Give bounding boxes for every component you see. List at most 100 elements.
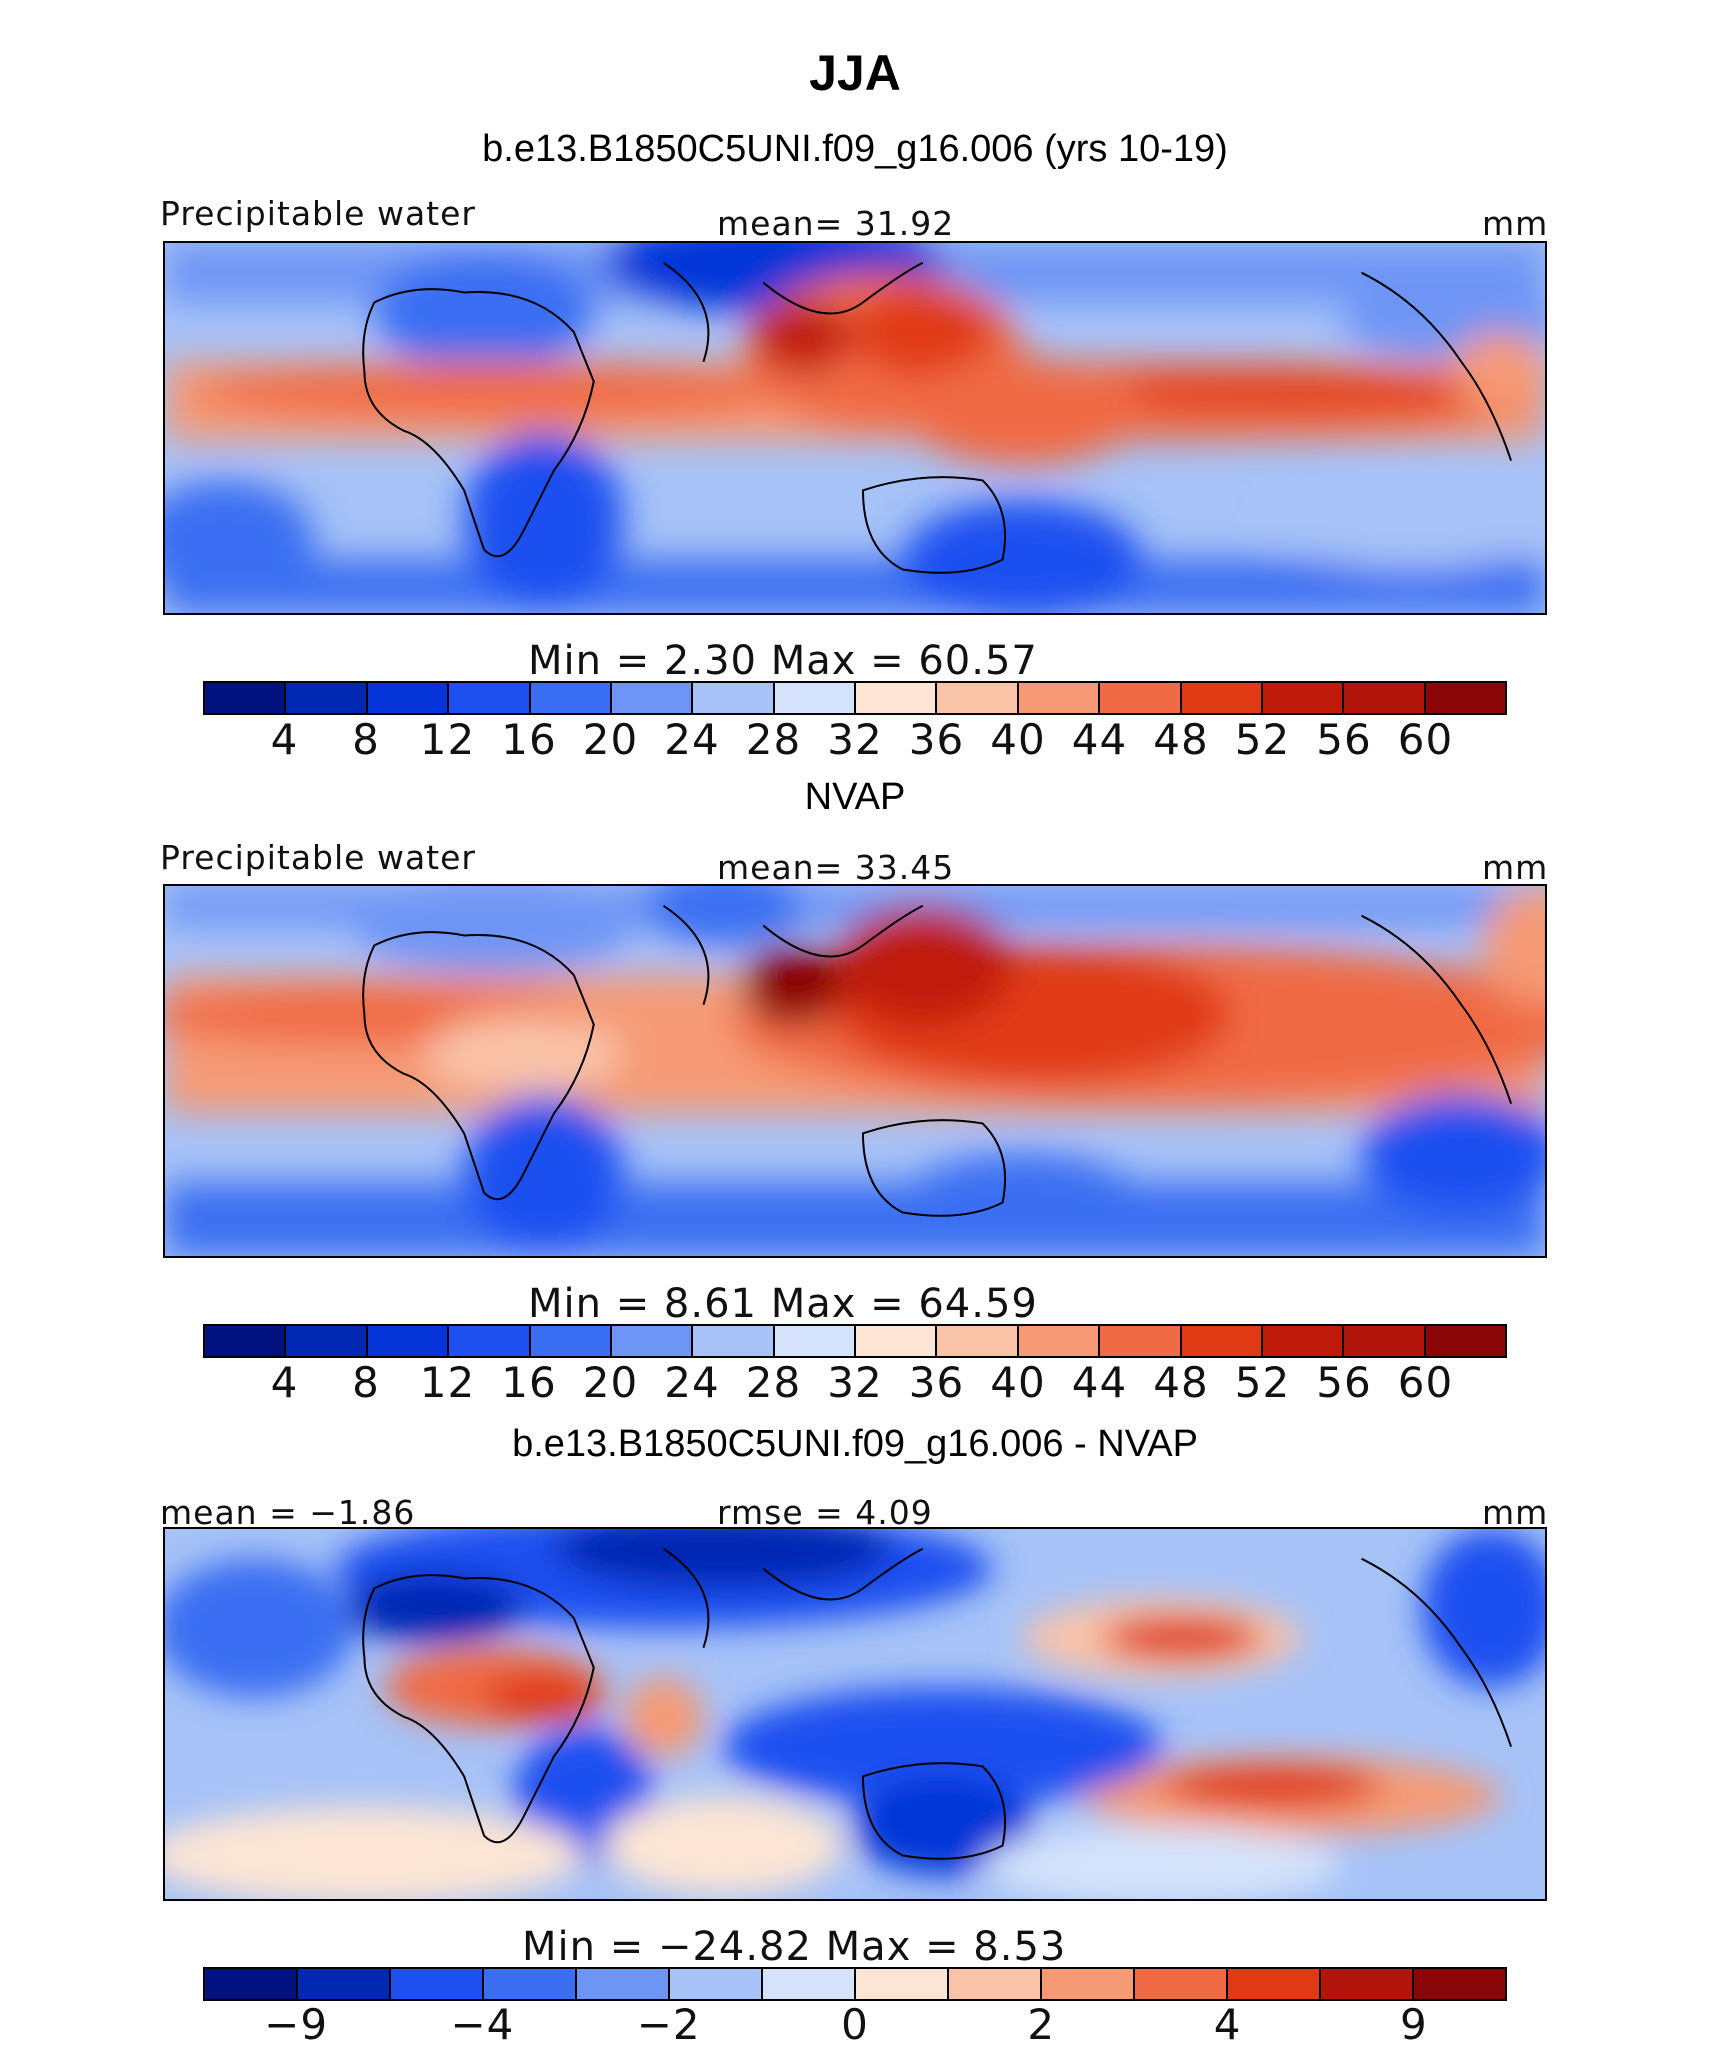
panel-2-variable-label: Precipitable water [160,838,476,877]
colorbar-tick-label: 0 [841,2000,869,2049]
colorbar-tick-label: 36 [908,715,965,764]
panel-1-coastlines [362,261,1513,574]
panel-2-min-max: Min = 8.61 Max = 64.59 [528,1281,1038,1327]
panel-3-map [163,1527,1547,1901]
colorbar-swatch [949,1969,1042,1999]
panel-1-title: b.e13.B1850C5UNI.f09_g16.006 (yrs 10-19) [482,128,1228,170]
colorbar-tick-label: 44 [1071,1358,1128,1407]
colorbar-swatch [286,683,368,713]
colorbar-tick-label: 20 [582,1358,639,1407]
colorbar-swatch [1262,683,1345,713]
colorbar-tick-label: 20 [582,715,639,764]
panel-3-coastlines [362,1547,1513,1860]
panel-1-min-max: Min = 2.30 Max = 60.57 [528,638,1038,684]
colorbar-tick-label: 48 [1153,1358,1209,1407]
panel-1-mean-label: mean= 31.92 [717,204,955,243]
colorbar-swatch [937,683,1019,713]
colorbar-swatch [670,1969,763,1999]
colorbar-swatch [367,1326,450,1356]
colorbar-tick-label: 16 [501,715,557,764]
panel-2-units-label: mm [1482,848,1549,887]
colorbar-swatch [577,1969,670,1999]
colorbar-swatch [763,1969,856,1999]
colorbar-swatch [1018,1326,1101,1356]
colorbar-tick-label: 56 [1316,1358,1372,1407]
panel-3-map-svg [165,1529,1545,1899]
colorbar-swatch [1228,1969,1321,1999]
panel-3-units-label: mm [1482,1493,1549,1532]
colorbar-tick-label: 52 [1234,715,1291,764]
panel-1-map-svg [165,243,1545,613]
colorbar-swatch [611,683,694,713]
colorbar-tick-label: 12 [419,715,476,764]
colorbar-tick-label: 24 [664,715,720,764]
colorbar-tick-label: 12 [419,1358,476,1407]
colorbar-tick-label: 16 [501,1358,557,1407]
colorbar-swatch [449,683,531,713]
colorbar-swatch [937,1326,1019,1356]
panel-2-map [163,884,1547,1258]
colorbar-tick-label: 8 [352,1358,380,1407]
colorbar-tick-label: 60 [1397,1358,1454,1407]
colorbar-tick-label: −2 [636,2000,701,2049]
colorbar-swatch [1344,1326,1426,1356]
colorbar-swatch [205,683,287,713]
panel-1-map [163,241,1547,615]
colorbar-swatch [530,1326,612,1356]
colorbar-tick-label: 40 [990,1358,1046,1407]
colorbar-tick-label: 28 [745,715,802,764]
colorbar-swatch [1321,1969,1414,1999]
colorbar-tick-label: 8 [352,715,380,764]
panel-3-colorbar [203,1967,1507,2001]
colorbar-swatch [856,1969,949,1999]
panel-3-mean-label: mean = −1.86 [160,1493,416,1532]
colorbar-swatch [1018,683,1101,713]
colorbar-swatch [1262,1326,1345,1356]
colorbar-swatch [1414,1969,1505,1999]
colorbar-tick-label: 4 [1213,2000,1242,2049]
colorbar-swatch [1135,1969,1228,1999]
colorbar-swatch [693,1326,775,1356]
colorbar-swatch [286,1326,368,1356]
colorbar-tick-label: 32 [827,1358,883,1407]
colorbar-tick-label: 52 [1234,1358,1291,1407]
colorbar-swatch [298,1969,391,1999]
colorbar-swatch [484,1969,577,1999]
colorbar-tick-label: 28 [745,1358,802,1407]
colorbar-tick-label: 36 [908,1358,965,1407]
panel-2-map-svg [165,886,1545,1256]
colorbar-swatch [1181,683,1263,713]
colorbar-tick-label: 4 [270,715,299,764]
colorbar-tick-label: 9 [1399,2000,1428,2049]
colorbar-swatch [693,683,775,713]
panel-3-rmse-label: rmse = 4.09 [717,1493,933,1532]
panel-3-min-max: Min = −24.82 Max = 8.53 [522,1924,1067,1970]
panel-2-colorbar-ticks: 4 8 12 16 20 24 28 32 36 40 44 48 52 56 60 [0,1358,1710,1408]
colorbar-swatch [205,1326,287,1356]
colorbar-swatch [1100,1326,1182,1356]
colorbar-tick-label: 32 [827,715,883,764]
panel-2-coastlines [362,904,1513,1217]
colorbar-swatch [611,1326,694,1356]
panel-1-colorbar-ticks: 4 8 12 16 20 24 28 32 36 40 44 48 52 56 60 [0,715,1710,765]
colorbar-tick-label: 60 [1397,715,1454,764]
panel-3-colorbar-ticks: −9 −4 −2 0 2 4 9 [0,2000,1710,2049]
colorbar-swatch [367,683,450,713]
colorbar-swatch [530,683,612,713]
colorbar-tick-label: −9 [264,2000,329,2049]
colorbar-tick-label: 48 [1153,715,1209,764]
colorbar-swatch [391,1969,484,1999]
colorbar-swatch [1181,1326,1263,1356]
colorbar-tick-label: −4 [450,2000,515,2049]
colorbar-tick-label: 4 [270,1358,299,1407]
colorbar-tick-label: 44 [1071,715,1128,764]
colorbar-tick-label: 24 [664,1358,720,1407]
colorbar-tick-label: 56 [1316,715,1372,764]
colorbar-swatch [774,1326,856,1356]
panel-3-title: b.e13.B1850C5UNI.f09_g16.006 - NVAP [512,1423,1198,1465]
colorbar-swatch [205,1969,298,1999]
panel-1-units-label: mm [1482,204,1549,243]
colorbar-swatch [449,1326,531,1356]
panel-2-title: NVAP [804,776,906,818]
colorbar-tick-label: 2 [1027,2000,1056,2049]
